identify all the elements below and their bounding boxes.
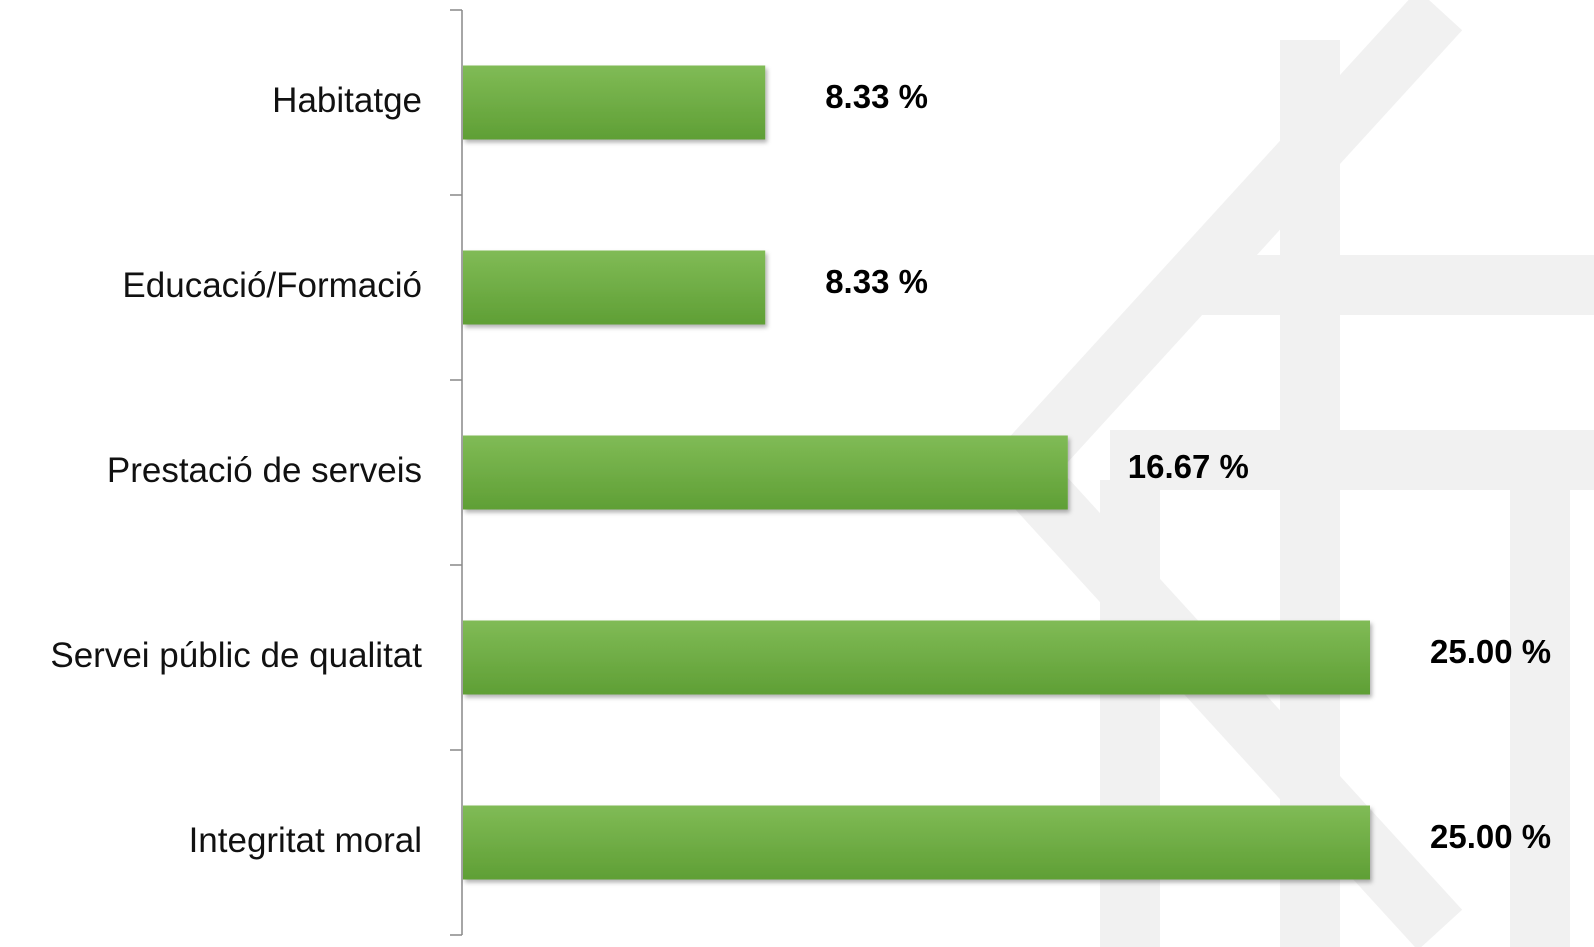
value-label: 25.00 % [1430, 818, 1551, 855]
category-label: Prestació de serveis [107, 451, 422, 490]
category-label: Servei públic de qualitat [50, 636, 422, 675]
category-axis [450, 9, 463, 936]
value-label: 25.00 % [1430, 633, 1551, 670]
bar [463, 620, 1370, 695]
bar [463, 65, 766, 140]
category-label: Integritat moral [189, 821, 422, 860]
bar [463, 435, 1068, 510]
value-label: 16.67 % [1128, 448, 1249, 485]
bar [463, 250, 766, 325]
category-label: Habitatge [272, 81, 422, 120]
bar [463, 805, 1370, 880]
value-label: 8.33 % [825, 78, 928, 115]
value-label: 8.33 % [825, 263, 928, 300]
category-label: Educació/Formació [122, 266, 422, 305]
